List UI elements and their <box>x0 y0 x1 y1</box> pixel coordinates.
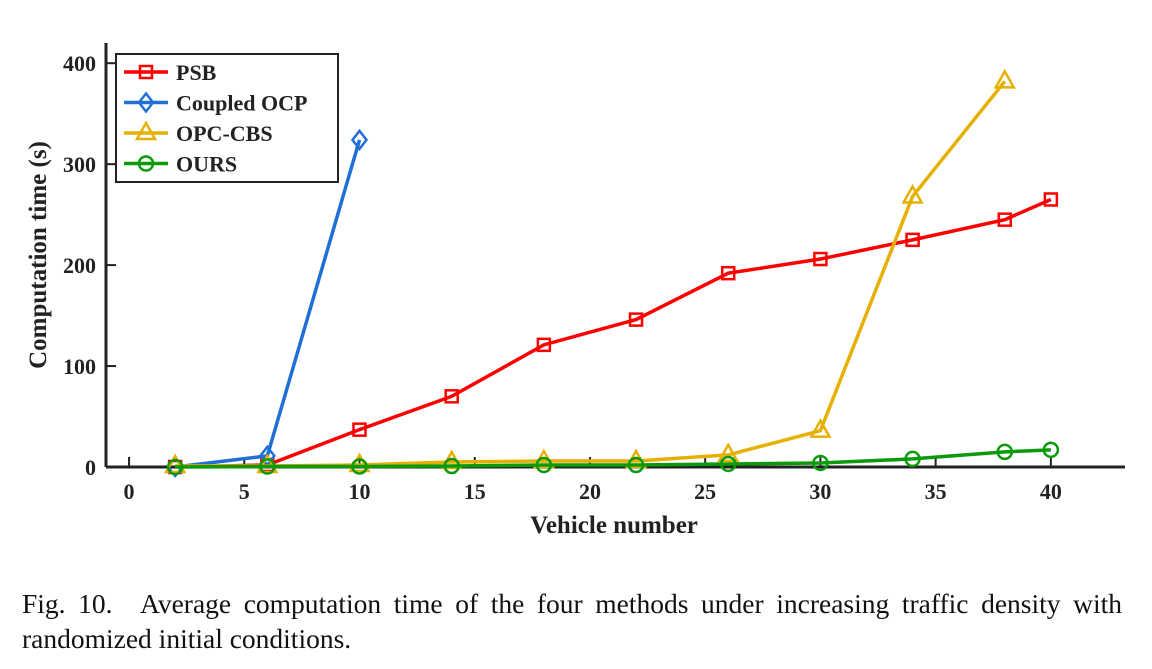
y-tick-label: 100 <box>63 354 96 379</box>
legend-label: OPC-CBS <box>176 121 273 146</box>
circle-marker <box>719 455 737 473</box>
circle-marker <box>996 443 1014 461</box>
circle-marker <box>137 155 155 172</box>
x-tick-label: 10 <box>349 479 371 504</box>
diamond-marker <box>137 91 155 114</box>
y-tick-label: 400 <box>63 51 96 76</box>
square-marker <box>720 265 736 281</box>
legend-label: PSB <box>176 60 217 85</box>
circle-marker <box>812 454 829 472</box>
circle-marker <box>443 457 460 475</box>
series-ours <box>166 441 1060 476</box>
circle-marker <box>166 458 184 476</box>
circle-marker <box>351 458 368 475</box>
triangle-marker <box>901 183 924 204</box>
series-line <box>175 197 1052 469</box>
x-tick-label: 20 <box>579 479 601 504</box>
square-marker <box>628 312 644 327</box>
series-line <box>174 139 362 469</box>
square-marker <box>813 251 828 267</box>
square-marker <box>352 422 367 437</box>
legend-label: Coupled OCP <box>176 91 307 116</box>
x-tick-label: 15 <box>464 479 486 504</box>
circle-marker <box>1042 441 1060 459</box>
series-line <box>175 448 1051 469</box>
x-tick-label: 35 <box>925 479 947 504</box>
square-marker <box>1043 192 1059 207</box>
triangle-marker <box>809 418 832 438</box>
x-tick-label: 0 <box>124 479 135 504</box>
legend-label: OURS <box>176 152 237 177</box>
y-tick-label: 300 <box>63 152 96 177</box>
y-tick-label: 0 <box>85 455 96 480</box>
triangle-marker <box>348 452 371 473</box>
y-tick-label: 200 <box>63 253 96 278</box>
x-tick-label: 30 <box>809 479 831 504</box>
circle-marker <box>627 456 645 474</box>
x-axis-label: Vehicle number <box>530 512 698 539</box>
y-axis-label: Computation time (s) <box>25 141 52 369</box>
circle-marker <box>535 456 553 474</box>
square-marker <box>444 389 459 404</box>
square-marker <box>536 337 552 353</box>
figure-caption: Fig. 10. Average computation time of the… <box>22 588 1122 654</box>
square-marker <box>138 64 154 80</box>
x-tick-label: 40 <box>1040 479 1062 504</box>
square-marker <box>905 232 920 248</box>
square-marker <box>997 212 1013 227</box>
triangle-marker <box>717 442 740 463</box>
x-tick-label: 5 <box>239 479 250 504</box>
triangle-marker <box>163 453 187 474</box>
triangle-marker <box>134 120 158 141</box>
triangle-marker <box>256 453 279 474</box>
diamond-marker <box>350 128 369 151</box>
circle-marker <box>904 450 921 468</box>
x-tick-label: 25 <box>694 479 716 504</box>
circle-marker <box>259 458 276 475</box>
triangle-marker <box>993 68 1016 89</box>
